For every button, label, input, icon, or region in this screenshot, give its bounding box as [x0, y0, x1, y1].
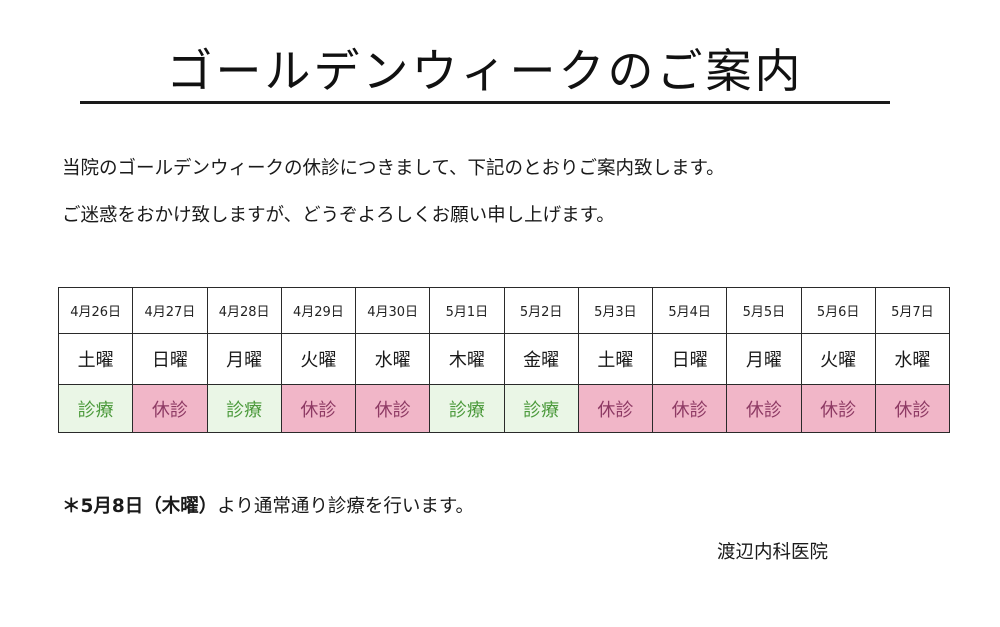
resume-date: ＊5月8日（木曜） [62, 496, 218, 517]
day-of-week-row: 土曜 日曜 月曜 火曜 水曜 木曜 金曜 土曜 日曜 月曜 火曜 水曜 [57, 333, 951, 385]
status-cell: 休診 [354, 384, 431, 433]
status-cell: 休診 [874, 384, 951, 433]
status-cell: 休診 [726, 384, 802, 433]
day-of-week-cell: 月曜 [726, 333, 802, 385]
status-cell: 休診 [800, 384, 876, 433]
day-of-week-cell: 日曜 [132, 333, 208, 385]
status-row: 診療 休診 診療 休診 休診 診療 診療 休診 休診 休診 休診 休診 [57, 384, 951, 433]
date-cell: 5月6日 [800, 287, 876, 334]
status-cell: 休診 [132, 384, 208, 433]
title-underline [80, 101, 890, 104]
status-cell: 診療 [429, 384, 505, 433]
date-row: 4月26日 4月27日 4月28日 4月29日 4月30日 5月1日 5月2日 … [57, 287, 951, 334]
date-cell: 5月2日 [503, 287, 579, 334]
date-cell: 4月30日 [354, 287, 431, 334]
day-of-week-cell: 金曜 [503, 333, 579, 385]
status-cell: 休診 [280, 384, 357, 433]
date-cell: 5月3日 [577, 287, 654, 334]
day-of-week-cell: 月曜 [206, 333, 282, 385]
resume-note: ＊5月8日（木曜）より通常通り診療を行います。 [62, 494, 474, 520]
day-of-week-cell: 水曜 [874, 333, 951, 385]
status-cell: 診療 [206, 384, 282, 433]
date-cell: 5月4日 [651, 287, 728, 334]
day-of-week-cell: 日曜 [651, 333, 728, 385]
date-cell: 4月28日 [206, 287, 282, 334]
resume-text: より通常通り診療を行います。 [217, 496, 475, 517]
clinic-name: 渡辺内科医院 [717, 542, 829, 563]
date-cell: 5月1日 [429, 287, 505, 334]
intro-line-1: 当院のゴールデンウィークの休診につきまして、下記のとおりご案内致します。 [62, 158, 725, 179]
page-title: ゴールデンウィークのご案内 [166, 44, 804, 98]
date-cell: 4月27日 [132, 287, 208, 334]
day-of-week-cell: 土曜 [577, 333, 654, 385]
date-cell: 4月29日 [280, 287, 357, 334]
date-cell: 5月5日 [726, 287, 802, 334]
day-of-week-cell: 火曜 [800, 333, 876, 385]
date-cell: 5月7日 [874, 287, 951, 334]
day-of-week-cell: 火曜 [280, 333, 357, 385]
status-cell: 診療 [503, 384, 579, 433]
day-of-week-cell: 土曜 [57, 333, 134, 385]
schedule-table: 4月26日 4月27日 4月28日 4月29日 4月30日 5月1日 5月2日 … [57, 287, 951, 433]
intro-line-2: ご迷惑をおかけ致しますが、どうぞよろしくお願い申し上げます。 [62, 205, 615, 226]
status-cell: 休診 [577, 384, 654, 433]
status-cell: 休診 [651, 384, 728, 433]
day-of-week-cell: 木曜 [429, 333, 505, 385]
status-cell: 診療 [57, 384, 134, 433]
day-of-week-cell: 水曜 [354, 333, 431, 385]
date-cell: 4月26日 [57, 287, 134, 334]
